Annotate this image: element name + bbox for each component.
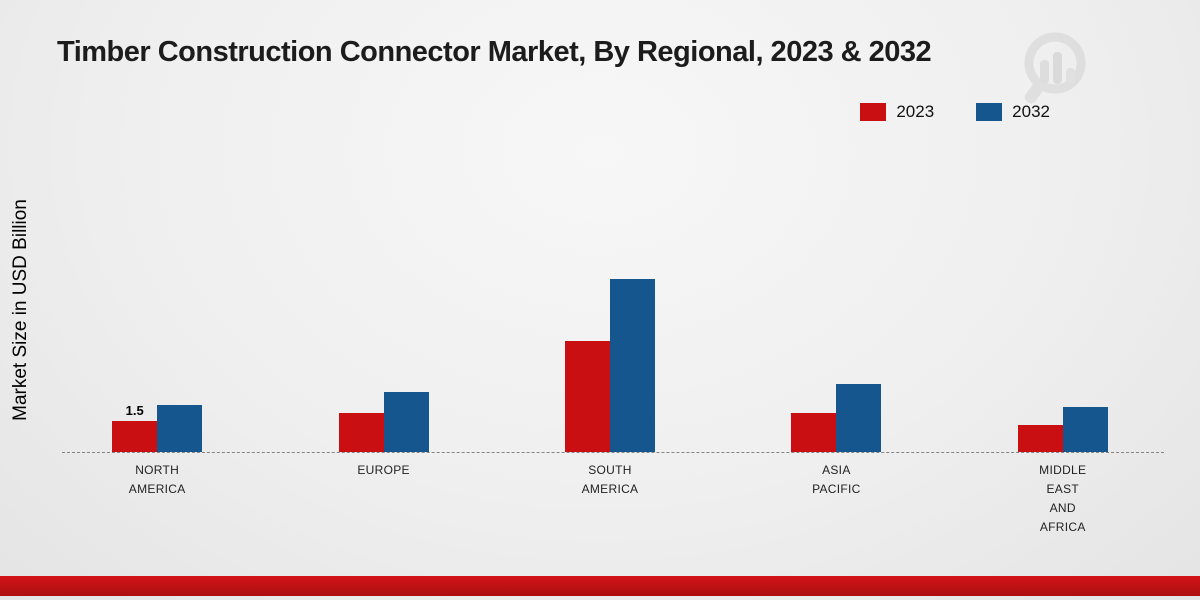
y-axis-label: Market Size in USD Billion <box>10 199 31 421</box>
bar-group: 1.5 NORTH AMERICA <box>112 387 203 496</box>
legend-label-2032: 2032 <box>1012 102 1050 121</box>
legend-item-2023: 2023 <box>860 102 934 122</box>
chart-legend: 2023 2032 <box>860 102 1050 122</box>
bar-2032 <box>157 404 203 452</box>
category-label: ASIA PACIFIC <box>812 463 861 496</box>
bar-2032 <box>609 278 655 452</box>
legend-swatch-2023 <box>860 103 887 121</box>
x-axis-baseline <box>62 452 1164 453</box>
bar-value-label: 1.5 <box>125 403 144 419</box>
bar-2023 <box>112 421 158 452</box>
category-label: SOUTH AMERICA <box>581 463 639 496</box>
bar-2023 <box>338 412 384 452</box>
category-label: NORTH AMERICA <box>128 463 186 496</box>
bar-2023 <box>791 412 837 452</box>
footer-stripe <box>0 576 1200 596</box>
category-label: MIDDLE EAST AND AFRICA <box>1039 463 1087 534</box>
category-label: EUROPE <box>357 463 410 477</box>
bar-2032 <box>383 392 429 452</box>
legend-label-2023: 2023 <box>896 102 935 121</box>
bar-2032 <box>836 384 882 452</box>
chart-title: Timber Construction Connector Market, By… <box>57 36 932 68</box>
bar-group: MIDDLE EAST AND AFRICA <box>1017 389 1108 534</box>
bar-2023 <box>564 340 610 452</box>
bar-group: ASIA PACIFIC <box>791 366 882 496</box>
legend-item-2032: 2032 <box>976 102 1050 122</box>
plot-area: 1.5 NORTH AMERICA EUROPE SOUTH AMERICA ASIA PAC… <box>44 0 1176 534</box>
legend-swatch-2032 <box>976 103 1003 121</box>
bar-2023 <box>1017 425 1063 452</box>
bar-group: SOUTH AMERICA <box>564 261 655 496</box>
bar-2032 <box>1062 406 1108 452</box>
bar-group: EUROPE <box>338 374 429 477</box>
